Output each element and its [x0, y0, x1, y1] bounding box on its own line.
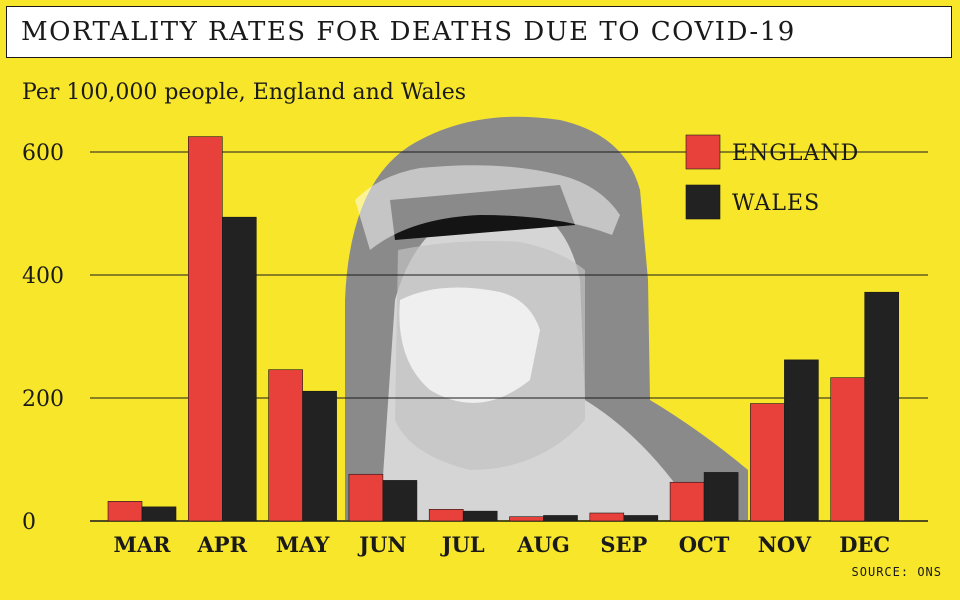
bar-england-mar: [107, 501, 143, 522]
bar-wales-oct: [703, 472, 739, 522]
bar-wales-nov: [784, 359, 819, 522]
bar-wales-dec: [864, 291, 900, 522]
x-tick-label: DEC: [839, 532, 890, 557]
y-tick-label: 0: [22, 510, 36, 535]
bar-england-oct: [669, 481, 705, 522]
bar-wales-jul: [462, 510, 498, 522]
bar-england-sep: [589, 512, 625, 522]
x-tick-label: AUG: [516, 532, 570, 557]
bar-wales-sep: [623, 515, 659, 522]
chart-title: MORTALITY RATES FOR DEATHS DUE TO COVID-…: [21, 17, 796, 47]
x-tick-label: APR: [197, 532, 248, 557]
legend-swatch-wales: [685, 184, 721, 220]
face-shield-photo: [345, 116, 748, 521]
legend-swatch-england: [685, 134, 721, 170]
title-bar: MORTALITY RATES FOR DEATHS DUE TO COVID-…: [6, 6, 952, 58]
x-tick-label: OCT: [679, 532, 730, 557]
bar-england-jul: [428, 509, 464, 522]
bar-wales-apr: [222, 216, 257, 522]
source-note: SOURCE: ONS: [851, 565, 942, 579]
x-tick-label: SEP: [600, 532, 647, 557]
y-tick-label: 400: [22, 264, 64, 289]
bar-wales-may: [302, 390, 337, 522]
bar-england-may: [268, 369, 303, 522]
x-tick-label: NOV: [758, 532, 812, 557]
bar-england-dec: [830, 377, 866, 522]
bar-england-nov: [750, 403, 785, 522]
x-tick-label: JUN: [357, 532, 406, 557]
legend-label-wales: WALES: [732, 191, 820, 216]
y-tick-label: 200: [22, 387, 64, 412]
bar-england-apr: [188, 136, 223, 522]
bar-england-aug: [509, 516, 544, 522]
bar-wales-jun: [382, 480, 418, 522]
x-tick-label: MAR: [114, 532, 172, 557]
chart-subtitle: Per 100,000 people, England and Wales: [22, 80, 467, 105]
legend-label-england: ENGLAND: [732, 141, 859, 166]
bar-wales-mar: [141, 506, 177, 522]
bar-wales-aug: [543, 515, 578, 522]
x-tick-label: MAY: [276, 532, 330, 557]
x-tick-label: JUL: [440, 532, 485, 557]
bar-england-jun: [348, 473, 384, 522]
y-tick-label: 600: [22, 141, 64, 166]
